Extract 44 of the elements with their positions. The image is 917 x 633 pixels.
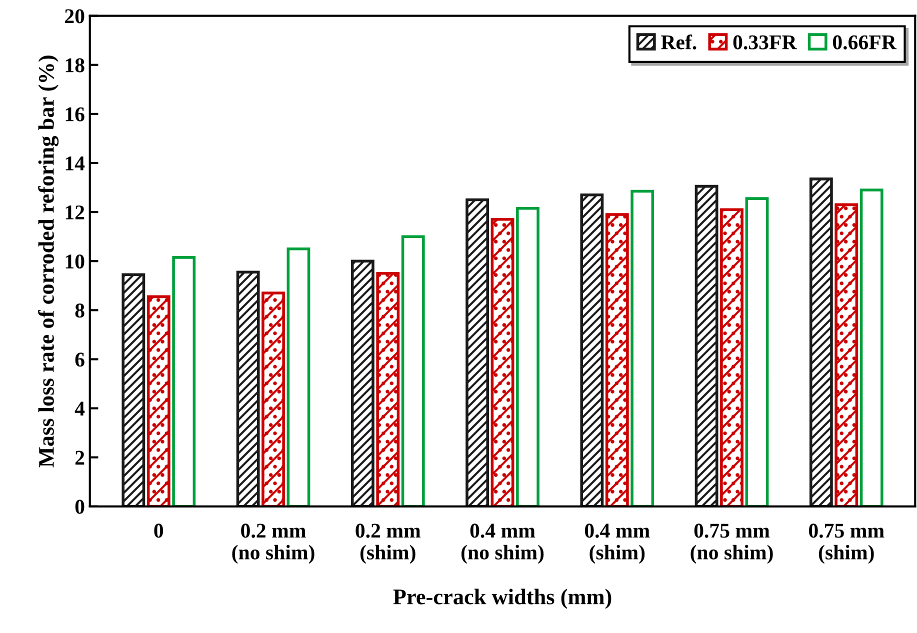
bar bbox=[172, 256, 196, 506]
y-tick-label: 8 bbox=[75, 304, 84, 318]
y-tick-label: 0 bbox=[75, 500, 84, 514]
x-tick-label: 0.2 mm (no shim) bbox=[232, 524, 314, 564]
legend-label: Ref. bbox=[661, 34, 696, 50]
bar bbox=[146, 295, 170, 506]
bar bbox=[580, 193, 604, 506]
bar bbox=[720, 208, 744, 506]
bar bbox=[286, 247, 310, 506]
y-tick-label: 6 bbox=[75, 352, 84, 367]
bar bbox=[122, 273, 146, 506]
bar bbox=[350, 260, 374, 506]
bar bbox=[809, 178, 833, 506]
bar bbox=[236, 270, 260, 506]
bar bbox=[262, 292, 285, 506]
y-tick-label: 12 bbox=[66, 205, 84, 220]
y-tick-label: 2 bbox=[75, 450, 84, 465]
x-tick-label: 0.75 mm (shim) bbox=[809, 524, 884, 564]
y-tick-label: 20 bbox=[65, 9, 84, 24]
x-tick-label: 0 bbox=[154, 524, 164, 538]
bar bbox=[860, 188, 884, 506]
y-tick-label: 4 bbox=[74, 402, 85, 416]
y-tick-label: 18 bbox=[66, 58, 84, 72]
bar bbox=[401, 235, 425, 506]
bar bbox=[490, 218, 514, 506]
bar bbox=[745, 197, 769, 506]
x-tick-label: 0.4 mm (no shim) bbox=[461, 524, 544, 564]
bar bbox=[376, 272, 400, 506]
x-tick-label: 0.2 mm (shim) bbox=[356, 524, 421, 564]
x-tick-label: 0.75 mm (no shim) bbox=[690, 524, 773, 564]
y-axis-title: Mass loss rate of corroded reforing bar (%) bbox=[38, 56, 59, 468]
y-tick-label: 16 bbox=[66, 107, 84, 122]
bar bbox=[630, 190, 654, 506]
y-tick-label: 14 bbox=[66, 156, 85, 170]
x-tick-label: 0.4 mm (shim) bbox=[584, 524, 650, 564]
bar bbox=[605, 213, 629, 506]
bar bbox=[516, 206, 540, 506]
legend-label: 0.33FR bbox=[733, 35, 797, 50]
legend-label: 0.66FR bbox=[832, 35, 897, 50]
bar bbox=[834, 203, 858, 506]
x-axis-title: Pre-crack widths (mm) bbox=[393, 588, 612, 609]
y-tick-label: 10 bbox=[66, 254, 84, 269]
bar bbox=[694, 184, 718, 506]
bar bbox=[466, 198, 490, 506]
